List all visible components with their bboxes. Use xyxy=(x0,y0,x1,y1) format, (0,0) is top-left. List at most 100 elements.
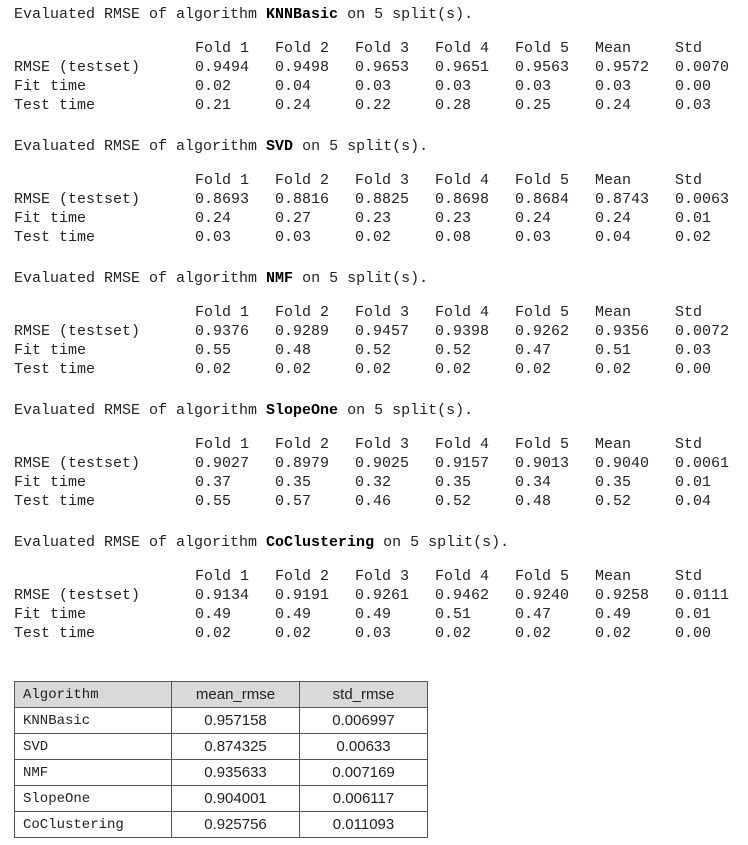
metric-value: 0.8684 xyxy=(515,191,570,208)
column-header: Fold 3 xyxy=(355,40,410,57)
metric-value: 0.00 xyxy=(675,78,712,95)
metric-value: 0.02 xyxy=(195,361,232,378)
summary-table: Algorithm mean_rmse std_rmse KNNBasic 0.… xyxy=(14,681,428,838)
metric-label: Fit time xyxy=(14,606,87,623)
column-header: Fold 5 xyxy=(515,436,570,453)
summary-cell-std-rmse: 0.011093 xyxy=(299,811,428,838)
metric-value: 0.03 xyxy=(595,78,632,95)
summary-cell-mean-rmse: 0.935633 xyxy=(171,759,300,786)
metric-value: 0.02 xyxy=(275,625,312,642)
column-header: Mean xyxy=(595,436,632,453)
metric-value: 0.9027 xyxy=(195,455,250,472)
metric-row: RMSE (testset) 0.8693 0.8816 0.8825 0.8698 0.… xyxy=(0,190,748,209)
summary-header-row: Algorithm mean_rmse std_rmse xyxy=(14,681,428,708)
metric-value: 0.9651 xyxy=(435,59,490,76)
metric-value: 0.03 xyxy=(515,229,552,246)
column-header: Fold 4 xyxy=(435,172,490,189)
metric-row: Fit time 0.02 0.04 0.03 0.03 0.03 0.03 0.00 xyxy=(0,77,748,96)
metric-value: 0.49 xyxy=(595,606,632,623)
metric-value: 0.35 xyxy=(435,474,472,491)
metric-value: 0.04 xyxy=(595,229,632,246)
summary-cell-std-rmse: 0.00633 xyxy=(299,733,428,760)
summary-header-algorithm: Algorithm xyxy=(14,681,172,708)
column-header: Fold 2 xyxy=(275,172,330,189)
metric-row: Test time 0.21 0.24 0.22 0.28 0.25 0.24 0.03 xyxy=(0,96,748,115)
metric-value: 0.32 xyxy=(355,474,392,491)
metric-value: 0.9157 xyxy=(435,455,490,472)
column-header: Fold 1 xyxy=(195,172,250,189)
metric-value: 0.28 xyxy=(435,97,472,114)
metric-value: 0.51 xyxy=(595,342,632,359)
metric-value: 0.00 xyxy=(675,625,712,642)
metric-value: 0.9494 xyxy=(195,59,250,76)
algorithm-name: CoClustering xyxy=(266,534,375,551)
metric-value: 0.25 xyxy=(515,97,552,114)
column-header: Fold 1 xyxy=(195,40,250,57)
metric-value: 0.03 xyxy=(435,78,472,95)
metric-value: 0.04 xyxy=(275,78,312,95)
metric-row: Fit time 0.55 0.48 0.52 0.52 0.47 0.51 0.03 xyxy=(0,341,748,360)
column-header: Fold 3 xyxy=(355,304,410,321)
metric-value: 0.9457 xyxy=(355,323,410,340)
summary-cell-mean-rmse: 0.957158 xyxy=(171,707,300,734)
column-header: Fold 4 xyxy=(435,436,490,453)
algorithm-headline: Evaluated RMSE of algorithm CoClustering… xyxy=(14,534,509,551)
metric-value: 0.02 xyxy=(595,361,632,378)
metric-value: 0.52 xyxy=(435,342,472,359)
metric-value: 0.03 xyxy=(675,342,712,359)
table-row: KNNBasic 0.957158 0.006997 xyxy=(14,707,428,734)
metric-value: 0.8693 xyxy=(195,191,250,208)
column-header: Std xyxy=(675,304,703,321)
metric-label: Test time xyxy=(14,361,96,378)
metric-label: RMSE (testset) xyxy=(14,455,141,472)
metric-row: Fit time 0.24 0.27 0.23 0.23 0.24 0.24 0.01 xyxy=(0,209,748,228)
metric-value: 0.02 xyxy=(195,625,232,642)
metric-value: 0.27 xyxy=(275,210,312,227)
metric-value: 0.03 xyxy=(515,78,552,95)
column-header: Fold 5 xyxy=(515,40,570,57)
metric-value: 0.9398 xyxy=(435,323,490,340)
fold-header-row: Fold 1 Fold 2 Fold 3 Fold 4 Fold 5 Mean Std xyxy=(0,435,748,454)
metric-value: 0.47 xyxy=(515,342,552,359)
metric-value: 0.0070 xyxy=(675,59,730,76)
metric-value: 0.03 xyxy=(355,625,392,642)
metric-row: Test time 0.55 0.57 0.46 0.52 0.48 0.52 0.04 xyxy=(0,492,748,511)
summary-header-mean-rmse: mean_rmse xyxy=(171,681,300,708)
metric-label: RMSE (testset) xyxy=(14,59,141,76)
column-header: Fold 5 xyxy=(515,172,570,189)
metric-value: 0.9563 xyxy=(515,59,570,76)
metric-value: 0.02 xyxy=(515,361,552,378)
metric-label: Fit time xyxy=(14,474,87,491)
summary-cell-algorithm: NMF xyxy=(14,759,172,786)
summary-cell-std-rmse: 0.007169 xyxy=(299,759,428,786)
metric-value: 0.9498 xyxy=(275,59,330,76)
column-header: Fold 1 xyxy=(195,436,250,453)
column-header: Fold 2 xyxy=(275,40,330,57)
column-header: Fold 4 xyxy=(435,304,490,321)
metric-value: 0.48 xyxy=(275,342,312,359)
metric-value: 0.49 xyxy=(195,606,232,623)
metric-value: 0.02 xyxy=(435,625,472,642)
fold-header-row: Fold 1 Fold 2 Fold 3 Fold 4 Fold 5 Mean Std xyxy=(0,39,748,58)
metric-label: Test time xyxy=(14,625,96,642)
metric-value: 0.57 xyxy=(275,493,312,510)
metric-value: 0.0072 xyxy=(675,323,730,340)
metric-value: 0.9653 xyxy=(355,59,410,76)
summary-cell-std-rmse: 0.006997 xyxy=(299,707,428,734)
algorithm-name: SlopeOne xyxy=(266,402,339,419)
summary-cell-algorithm: KNNBasic xyxy=(14,707,172,734)
metric-value: 0.49 xyxy=(355,606,392,623)
column-header: Fold 2 xyxy=(275,304,330,321)
column-header: Fold 3 xyxy=(355,568,410,585)
metric-value: 0.24 xyxy=(595,210,632,227)
headline-suffix: on 5 split(s). xyxy=(338,6,474,23)
summary-cell-algorithm: SlopeOne xyxy=(14,785,172,812)
metric-value: 0.01 xyxy=(675,474,712,491)
metric-label: Fit time xyxy=(14,342,87,359)
metric-value: 0.35 xyxy=(275,474,312,491)
column-header: Fold 4 xyxy=(435,40,490,57)
metric-value: 0.52 xyxy=(435,493,472,510)
algorithm-headline: Evaluated RMSE of algorithm SlopeOne on … xyxy=(14,402,473,419)
metric-value: 0.02 xyxy=(675,229,712,246)
column-header: Fold 1 xyxy=(195,568,250,585)
